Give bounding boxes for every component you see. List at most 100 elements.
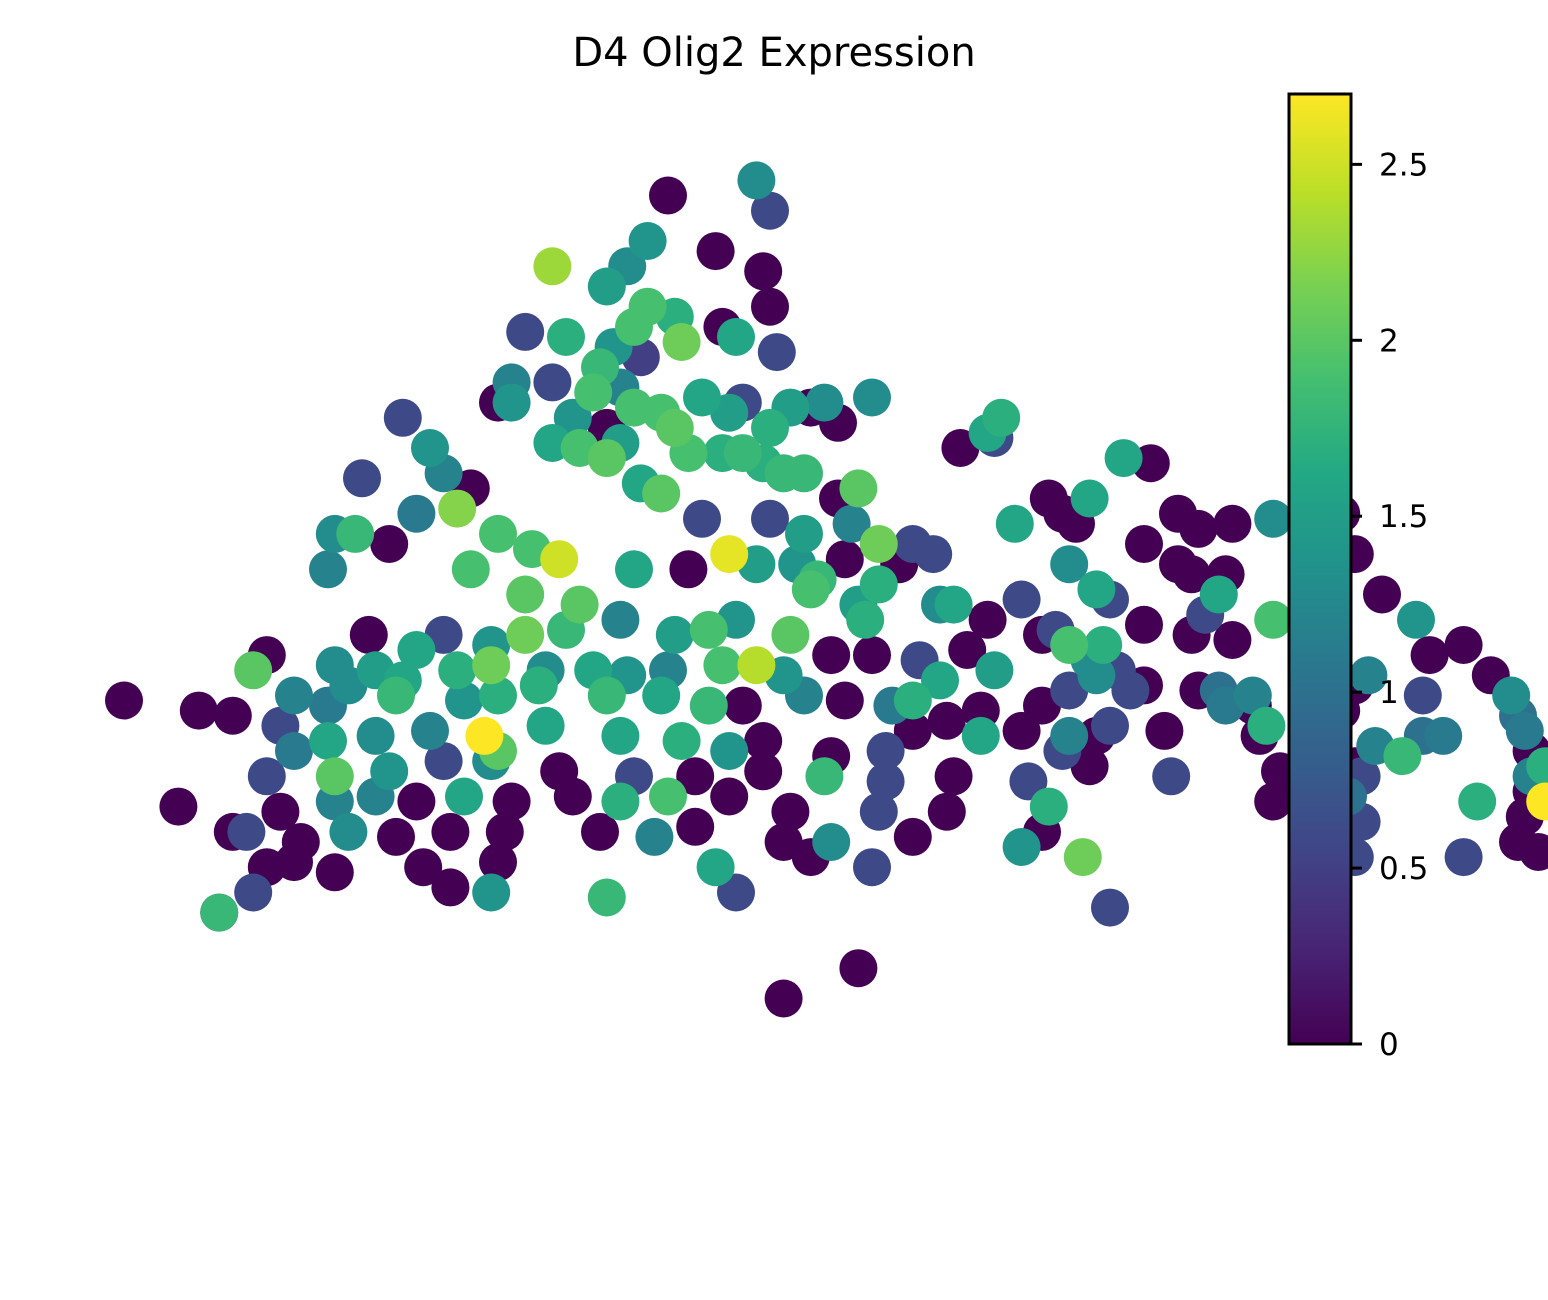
scatter-point <box>349 615 388 654</box>
scatter-point <box>431 812 470 851</box>
scatter-point <box>438 651 477 690</box>
scatter-point <box>1424 716 1463 755</box>
scatter-point <box>309 722 347 760</box>
scatter-point <box>1458 782 1497 821</box>
scatter-point <box>785 514 823 553</box>
scatter-point <box>431 868 470 907</box>
scatter-point <box>723 686 762 725</box>
scatter-point <box>1505 711 1544 750</box>
scatter-point <box>853 848 891 887</box>
scatter-point <box>744 252 783 291</box>
scatter-point <box>1077 570 1116 609</box>
scatter-point <box>451 550 490 589</box>
scatter-point <box>744 722 783 760</box>
scatter-point <box>1233 676 1272 715</box>
scatter-point <box>839 469 878 508</box>
scatter-point <box>506 615 545 654</box>
scatter-point <box>1050 545 1089 584</box>
scatter-point <box>961 716 1000 755</box>
scatter-point <box>343 459 381 498</box>
scatter-point <box>689 610 728 649</box>
scatter-point <box>560 585 599 624</box>
scatter-point <box>1159 545 1197 584</box>
scatter-point <box>927 701 966 740</box>
scatter-point <box>445 681 483 720</box>
scatter-point <box>472 873 511 912</box>
scatter-point <box>247 757 286 796</box>
scatter-point <box>1526 747 1548 786</box>
scatter-point <box>751 408 789 447</box>
scatter-point <box>275 843 313 882</box>
scatter-point <box>105 681 143 720</box>
colorbar-gradient <box>1289 94 1351 1044</box>
scatter-point <box>927 792 966 831</box>
scatter-point <box>744 752 783 791</box>
colorbar-ticks: 0 0.5 1 1.5 2 2.5 <box>1351 147 1428 1063</box>
scatter-point <box>1444 838 1483 877</box>
scatter-point <box>655 615 694 654</box>
scatter-point <box>397 782 436 821</box>
colorbar-frame <box>1287 92 1353 1046</box>
scatter-point <box>893 711 932 750</box>
scatter-point <box>825 540 864 579</box>
colorbar-tick-label: 1.5 <box>1379 499 1428 535</box>
chart-title: D4 Olig2 Expression <box>572 30 975 76</box>
scatter-point <box>853 636 891 675</box>
scatter-point <box>737 646 776 685</box>
scatter-point <box>717 873 755 912</box>
scatter-point <box>1349 656 1388 695</box>
scatter-point <box>601 716 640 755</box>
scatter-point <box>832 504 871 543</box>
colorbar-tick-label: 2 <box>1379 323 1399 359</box>
scatter-point <box>839 949 878 988</box>
scatter-point <box>1492 676 1531 715</box>
scatter-point <box>1383 737 1422 776</box>
scatter-point <box>370 752 409 791</box>
scatter-point <box>751 191 789 230</box>
scatter-point <box>1063 838 1102 877</box>
scatter-point <box>995 504 1034 543</box>
scatter-point <box>723 434 762 473</box>
scatter-point <box>703 646 742 685</box>
scatter-point <box>1050 626 1089 664</box>
scatter-point <box>179 691 218 730</box>
scatter-point <box>479 676 517 715</box>
colorbar-tick-label: 0.5 <box>1379 851 1428 887</box>
scatter-point <box>1070 479 1109 518</box>
scatter-point <box>615 307 653 346</box>
scatter-point <box>275 676 313 715</box>
scatter-point <box>737 161 776 200</box>
scatter-point <box>1145 711 1184 750</box>
scatter-point <box>771 615 810 654</box>
scatter-point <box>601 600 640 639</box>
scatter-point <box>710 732 749 770</box>
scatter-point <box>227 812 266 851</box>
scatter-point <box>553 777 592 816</box>
scatter-point <box>472 646 511 685</box>
scatter-point <box>982 398 1021 437</box>
scatter-point <box>370 525 409 563</box>
scatter-point <box>519 666 558 705</box>
scatter-point <box>1199 575 1238 614</box>
scatter-point <box>424 742 463 781</box>
scatter-point <box>757 333 796 372</box>
scatter-point <box>649 176 687 215</box>
colorbar-tick-label: 1 <box>1379 675 1399 711</box>
scatter-point <box>438 489 477 528</box>
scatter-point <box>601 782 640 821</box>
scatter-point <box>649 777 687 816</box>
scatter-point <box>683 378 721 417</box>
scatter-point <box>587 676 626 715</box>
scatter-point <box>968 600 1007 639</box>
scatter-point <box>696 848 735 887</box>
scatter-point <box>1254 499 1293 538</box>
scatter-point <box>771 792 810 831</box>
scatter-point <box>846 600 885 639</box>
scatter-point <box>764 979 803 1018</box>
scatter-point <box>213 696 252 735</box>
scatter-point <box>859 792 898 831</box>
scatter-point <box>1519 833 1548 871</box>
scatter-point <box>1410 636 1449 675</box>
scatter-point <box>615 550 653 589</box>
